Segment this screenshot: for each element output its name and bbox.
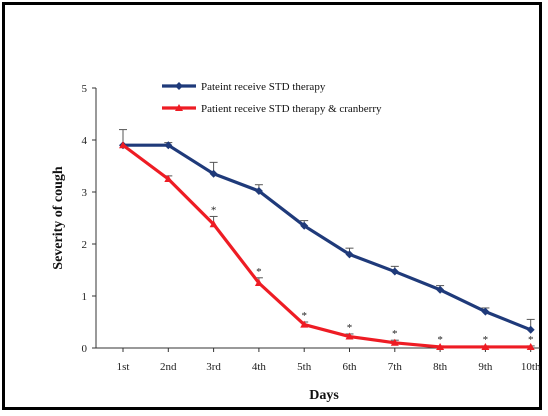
data-point (345, 250, 354, 259)
y-tick-label: 3 (82, 187, 88, 199)
significance-mark: * (528, 334, 534, 346)
y-axis-title: Severity of cough (51, 166, 66, 270)
x-axis-title: Days (309, 388, 339, 403)
y-tick-label: 2 (82, 239, 88, 251)
x-tick-label: 3rd (206, 361, 221, 373)
significance-mark: * (256, 266, 262, 278)
series-1 (119, 141, 535, 334)
significance-mark: * (437, 334, 443, 346)
data-point (254, 279, 263, 286)
legend: Pateint receive STD therapy Patient recei… (162, 81, 382, 115)
data-point (481, 342, 490, 350)
data-point (119, 141, 127, 149)
data-point (209, 169, 218, 178)
data-point (254, 186, 263, 195)
x-tick-label: 7th (388, 361, 403, 373)
y-tick-label: 4 (82, 135, 88, 147)
x-tick-label: 4th (252, 361, 267, 373)
series-line (122, 143, 531, 349)
data-point (300, 221, 309, 230)
y-tick-label: 5 (82, 83, 88, 95)
significance-mark: * (211, 204, 217, 216)
x-tick-label: 2nd (160, 361, 177, 373)
data-point (436, 342, 445, 350)
significance-mark: * (392, 328, 398, 340)
y-tick-label: 0 (82, 343, 88, 355)
legend-marker (175, 104, 183, 111)
x-tick-label: 1st (117, 361, 130, 373)
significance-mark: * (347, 322, 353, 334)
data-point (481, 307, 490, 316)
series-line (123, 143, 532, 332)
x-tick-label: 9th (478, 361, 493, 373)
x-tick-label: 6th (342, 361, 357, 373)
legend-item: Patient receive STD therapy & cranberry (162, 103, 382, 115)
significance-mark: * (301, 310, 307, 322)
data-point (390, 267, 399, 276)
legend-marker (175, 82, 183, 90)
data-point (164, 175, 173, 182)
x-tick-label: 8th (433, 361, 448, 373)
data-point (345, 332, 354, 340)
data-point (390, 338, 399, 346)
series-layer: * * * * * * * * (119, 129, 535, 350)
legend-label: Pateint receive STD therapy (201, 81, 326, 93)
data-point (436, 285, 445, 294)
data-point (164, 141, 173, 150)
legend-item: Pateint receive STD therapy (162, 81, 326, 93)
series-2: * * * * * * * * (119, 129, 535, 350)
data-point (526, 325, 535, 334)
axes: 0 1 2 3 4 5 1st 2nd 3rd 4th 5th 6th 7th 8th 9th 10th (82, 83, 541, 373)
x-tick-label: 10th (521, 361, 541, 373)
legend-label: Patient receive STD therapy & cranberry (201, 103, 382, 115)
y-tick-label: 1 (82, 291, 88, 303)
chart-frame (2, 2, 542, 410)
significance-mark: * (483, 334, 489, 346)
data-point (209, 220, 218, 228)
data-point (300, 320, 309, 328)
x-tick-label: 5th (297, 361, 312, 373)
data-point (526, 342, 535, 350)
